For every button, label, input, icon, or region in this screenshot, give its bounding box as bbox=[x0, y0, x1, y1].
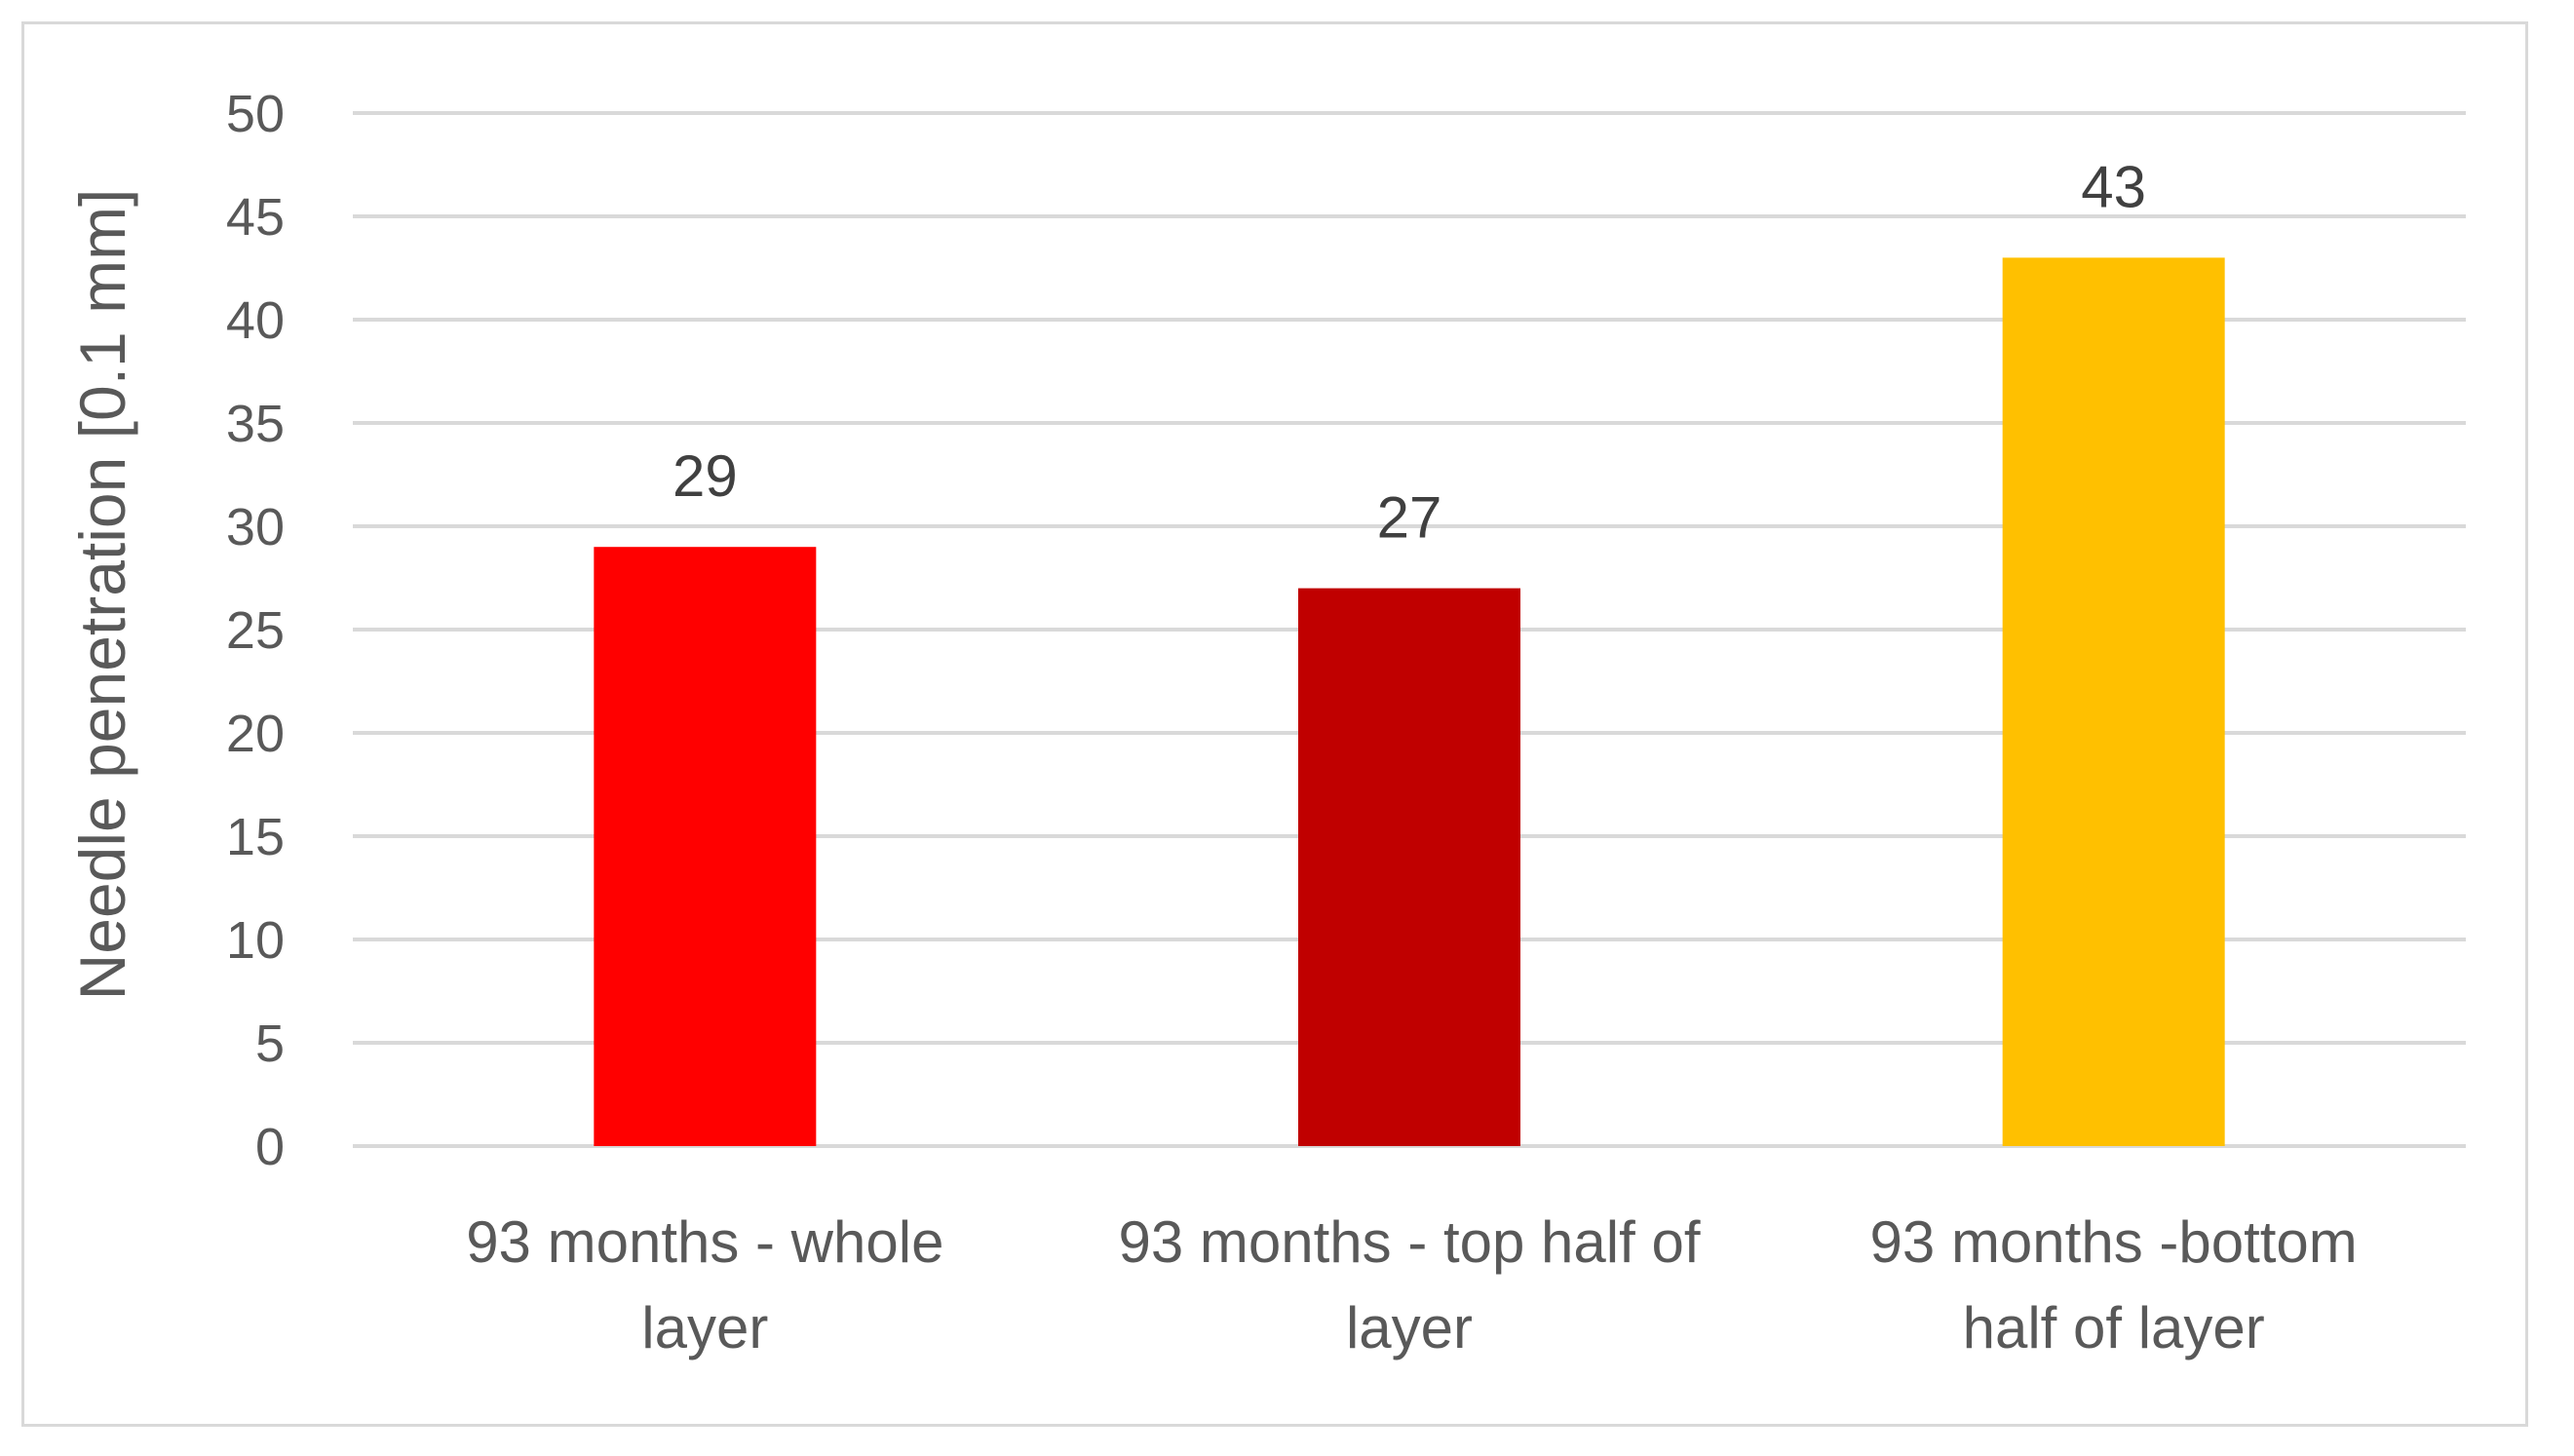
bar bbox=[2002, 257, 2225, 1146]
y-tick-label: 50 bbox=[226, 85, 285, 143]
y-tick-label: 5 bbox=[255, 1015, 285, 1073]
y-tick-label: 20 bbox=[226, 705, 285, 763]
y-tick-label: 40 bbox=[226, 291, 285, 350]
data-labels: 29 27 43 bbox=[672, 154, 2146, 550]
y-axis-ticks: 0 5 10 15 20 25 30 35 40 45 50 bbox=[226, 85, 285, 1176]
y-axis-label: Needle penetration [0.1 mm] bbox=[66, 189, 138, 1001]
x-axis-categories: 93 months - whole layer 93 months - top ha… bbox=[466, 1209, 2358, 1360]
data-label: 27 bbox=[1377, 485, 1442, 551]
y-tick-label: 25 bbox=[226, 601, 285, 660]
y-tick-label: 45 bbox=[226, 188, 285, 247]
bar bbox=[594, 547, 817, 1146]
y-tick-label: 10 bbox=[226, 911, 285, 970]
bar bbox=[1298, 588, 1520, 1146]
bars bbox=[594, 257, 2225, 1146]
x-category-label: 93 months -bottom bbox=[1870, 1209, 2358, 1275]
y-tick-label: 15 bbox=[226, 808, 285, 866]
y-tick-label: 35 bbox=[226, 395, 285, 453]
x-category-label: layer bbox=[1346, 1295, 1473, 1360]
x-category-label: half of layer bbox=[1963, 1295, 2265, 1360]
y-tick-label: 30 bbox=[226, 498, 285, 556]
x-category-label: 93 months - top half of bbox=[1118, 1209, 1700, 1275]
data-label: 43 bbox=[2081, 154, 2146, 219]
data-label: 29 bbox=[672, 443, 738, 509]
x-category-label: layer bbox=[641, 1295, 768, 1360]
x-category-label: 93 months - whole bbox=[466, 1209, 943, 1275]
y-tick-label: 0 bbox=[255, 1118, 285, 1176]
